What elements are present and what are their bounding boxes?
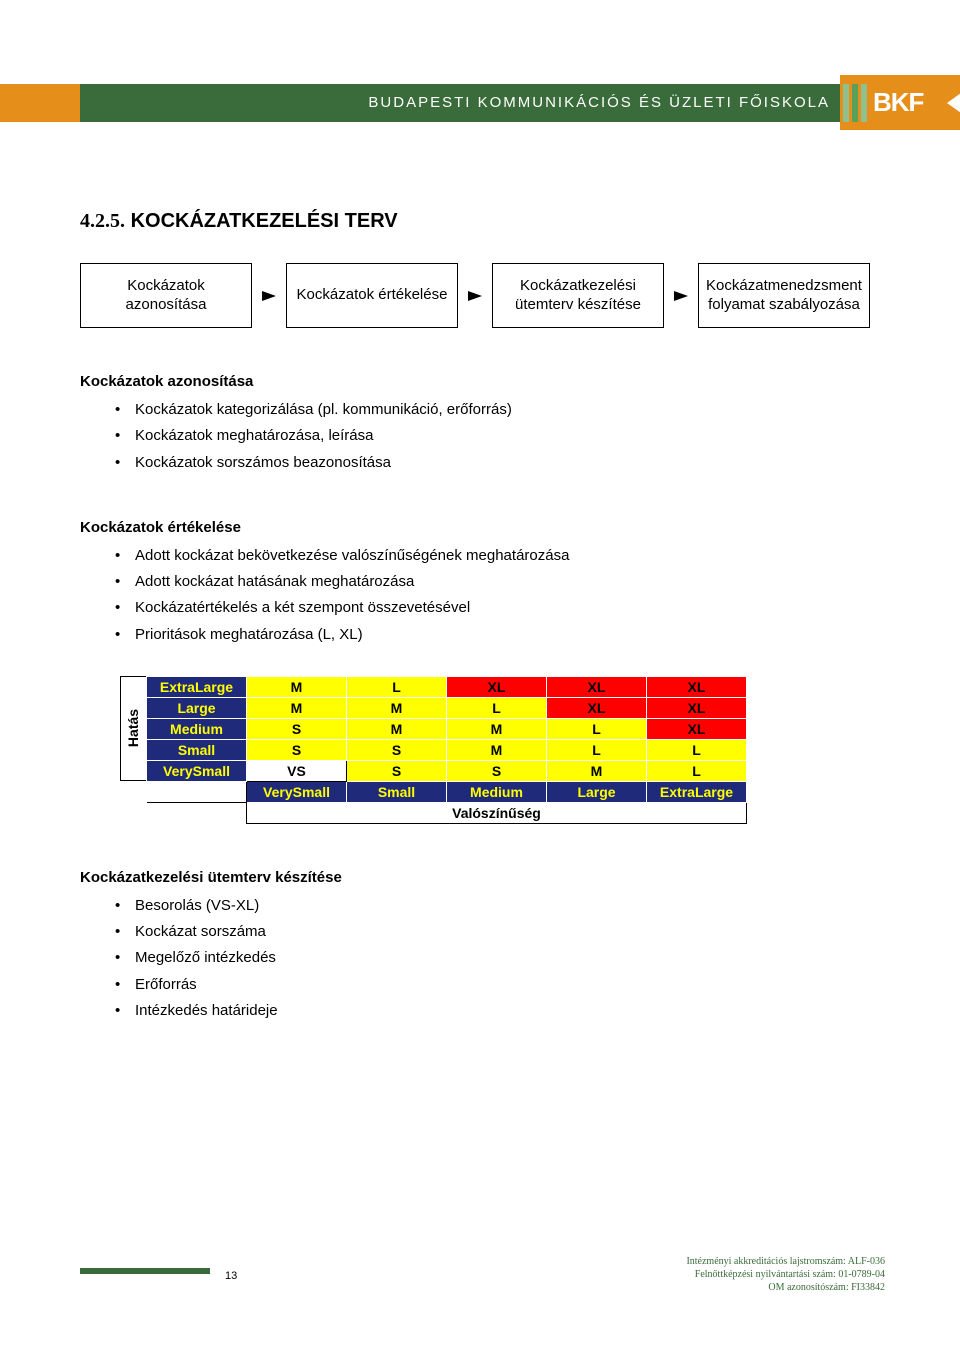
- list-item: Kockázatok meghatározása, leírása: [115, 424, 880, 447]
- matrix-cell: M: [447, 739, 547, 760]
- matrix-cell: L: [347, 676, 447, 697]
- list-item: Kockázat sorszáma: [115, 920, 880, 943]
- header-accent-bar: [0, 84, 80, 122]
- arrow-icon: [674, 291, 688, 301]
- matrix-cell: XL: [647, 676, 747, 697]
- subheading: Kockázatok értékelése: [80, 519, 880, 536]
- matrix-cell: M: [547, 760, 647, 781]
- footer-line-text: Felnőttképzési nyilvántartási szám: 01-0…: [686, 1268, 885, 1281]
- matrix-cell: XL: [547, 676, 647, 697]
- matrix-cell: VS: [247, 760, 347, 781]
- list-item: Kockázatok sorszámos beazonosítása: [115, 451, 880, 474]
- matrix-col-label: VerySmall: [247, 781, 347, 802]
- matrix-cell: M: [247, 697, 347, 718]
- matrix-cell: L: [447, 697, 547, 718]
- section-number: 4.2.5.: [80, 210, 125, 232]
- plan-list: Besorolás (VS-XL) Kockázat sorszáma Megelő…: [80, 894, 880, 1022]
- matrix-cell: XL: [647, 697, 747, 718]
- matrix-cell: S: [447, 760, 547, 781]
- matrix-cell: S: [347, 739, 447, 760]
- matrix-x-axis-label: Valószínűség: [247, 802, 747, 823]
- matrix-col-label: Medium: [447, 781, 547, 802]
- section-heading: 4.2.5. KOCKÁZATKEZELÉSI TERV: [80, 210, 880, 233]
- matrix-cell: L: [647, 760, 747, 781]
- bullet-list: Kockázatok kategorizálása (pl. kommuniká…: [80, 398, 880, 474]
- section-title: KOCKÁZATKEZELÉSI TERV: [131, 210, 398, 232]
- matrix-col-label: ExtraLarge: [647, 781, 747, 802]
- list-item: Prioritások meghatározása (L, XL): [115, 623, 880, 646]
- flow-box: Kockázatkezelési ütemterv készítése: [492, 263, 664, 328]
- matrix-corner: [147, 781, 247, 802]
- matrix-row-label: Small: [147, 739, 247, 760]
- matrix-cell: XL: [647, 718, 747, 739]
- process-flow: Kockázatok azonosítása Kockázatok értékel…: [80, 263, 880, 328]
- matrix-cell: S: [247, 718, 347, 739]
- list-item: Erőforrás: [115, 973, 880, 996]
- header-title: BUDAPESTI KOMMUNIKÁCIÓS ÉS ÜZLETI FŐISKO…: [80, 84, 840, 122]
- list-item: Megelőző intézkedés: [115, 946, 880, 969]
- logo-text: BKF: [873, 87, 923, 118]
- matrix-cell: S: [347, 760, 447, 781]
- matrix-table: ExtraLargeMLXLXLXLLargeMMLXLXLMediumSMML…: [146, 676, 747, 824]
- flow-box: Kockázatok azonosítása: [80, 263, 252, 328]
- subheading-plan: Kockázatkezelési ütemterv készítése: [80, 869, 880, 886]
- header-band: BUDAPESTI KOMMUNIKÁCIÓS ÉS ÜZLETI FŐISKO…: [0, 75, 960, 130]
- matrix-cell: M: [347, 718, 447, 739]
- subheading: Kockázatok azonosítása: [80, 373, 880, 390]
- page-content: 4.2.5. KOCKÁZATKEZELÉSI TERV Kockázatok …: [80, 210, 880, 1025]
- bullet-list: Adott kockázat bekövetkezése valószínűsé…: [80, 544, 880, 646]
- matrix-row-label: Medium: [147, 718, 247, 739]
- footer-line-text: Intézményi akkreditációs lajstromszám: A…: [686, 1255, 885, 1268]
- matrix-col-label: Large: [547, 781, 647, 802]
- matrix-cell: M: [447, 718, 547, 739]
- matrix-cell: S: [247, 739, 347, 760]
- arrow-icon: [468, 291, 482, 301]
- matrix-y-axis-label: Hatás: [120, 676, 146, 781]
- matrix-cell: M: [347, 697, 447, 718]
- matrix-row-label: Large: [147, 697, 247, 718]
- list-item: Kockázatértékelés a két szempont összeve…: [115, 596, 880, 619]
- list-item: Kockázatok kategorizálása (pl. kommuniká…: [115, 398, 880, 421]
- risk-matrix: Hatás ExtraLargeMLXLXLXLLargeMMLXLXLMedi…: [120, 676, 880, 824]
- matrix-cell: L: [547, 718, 647, 739]
- list-item: Adott kockázat hatásának meghatározása: [115, 570, 880, 593]
- matrix-cell: XL: [447, 676, 547, 697]
- flow-box: Kockázatmenedzsment folyamat szabályozás…: [698, 263, 870, 328]
- list-item: Adott kockázat bekövetkezése valószínűsé…: [115, 544, 880, 567]
- footer-accent-line: [80, 1268, 210, 1274]
- matrix-cell: M: [247, 676, 347, 697]
- header-logo: BKF: [840, 75, 960, 130]
- footer-credits: Intézményi akkreditációs lajstromszám: A…: [686, 1255, 885, 1294]
- matrix-cell: L: [647, 739, 747, 760]
- flow-box: Kockázatok értékelése: [286, 263, 458, 328]
- arrow-icon: [262, 291, 276, 301]
- matrix-cell: L: [547, 739, 647, 760]
- page-number: 13: [225, 1270, 237, 1282]
- matrix-row-label: ExtraLarge: [147, 676, 247, 697]
- footer-line-text: OM azonosítószám: FI33842: [686, 1281, 885, 1294]
- matrix-cell: XL: [547, 697, 647, 718]
- matrix-row-label: VerySmall: [147, 760, 247, 781]
- matrix-col-label: Small: [347, 781, 447, 802]
- list-item: Besorolás (VS-XL): [115, 894, 880, 917]
- list-item: Intézkedés határideje: [115, 999, 880, 1022]
